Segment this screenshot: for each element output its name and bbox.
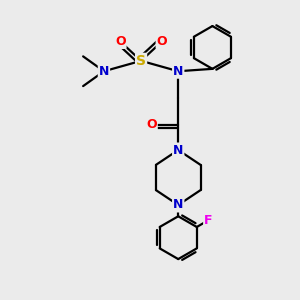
- Text: O: O: [157, 35, 167, 48]
- Text: N: N: [173, 143, 183, 157]
- Text: O: O: [146, 118, 157, 131]
- Text: S: S: [136, 54, 146, 68]
- Text: N: N: [99, 65, 109, 78]
- Text: O: O: [115, 35, 126, 48]
- Text: N: N: [173, 199, 183, 212]
- Text: F: F: [204, 214, 213, 227]
- Text: N: N: [173, 65, 183, 78]
